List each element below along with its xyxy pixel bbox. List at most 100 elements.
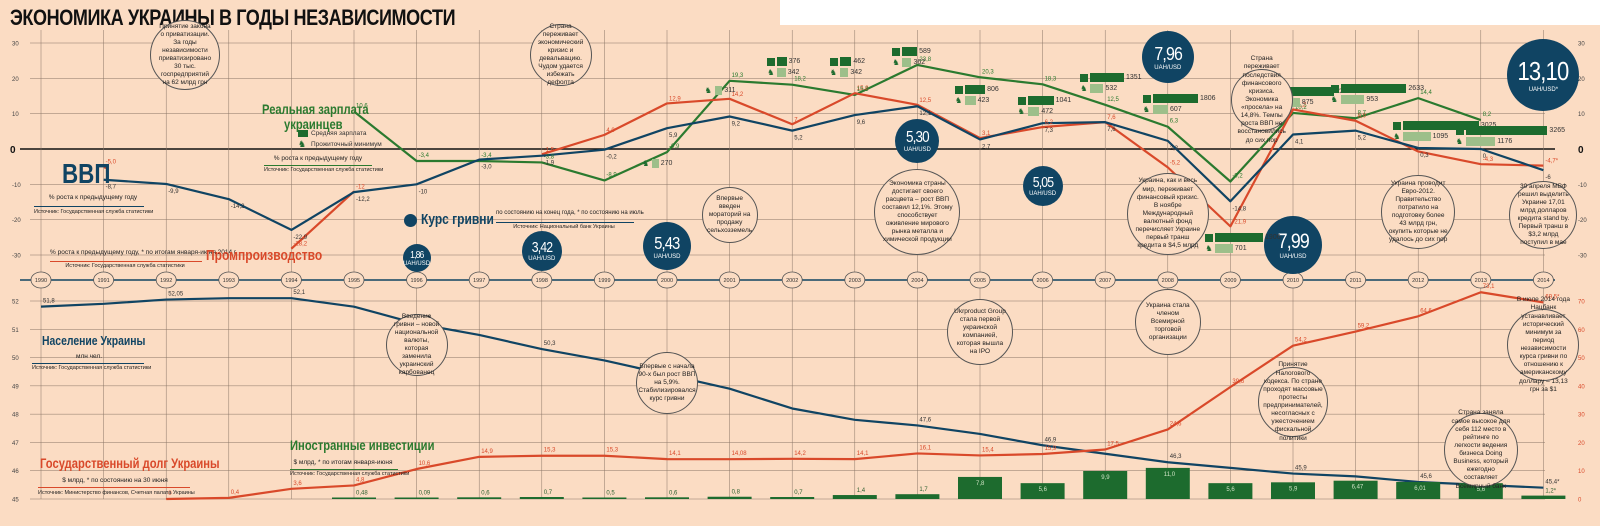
debt-rule bbox=[38, 487, 190, 488]
debt-value-label: 16,1 bbox=[919, 445, 931, 451]
min-wage-bar bbox=[965, 96, 976, 105]
debt-value-label: 15,9 bbox=[1045, 446, 1057, 452]
exchange-rate-value: 3,42 bbox=[531, 240, 553, 256]
investment-bar bbox=[1271, 482, 1315, 499]
investment-bar bbox=[519, 497, 564, 499]
wages-legend-avg: Средняя зарплата bbox=[298, 130, 367, 137]
wage-box: 1806 ♞ 607 bbox=[1142, 93, 1216, 115]
year-label: 1994 bbox=[285, 278, 297, 284]
investment-value-label: 0,7 bbox=[544, 490, 553, 496]
min-wage-bar bbox=[1027, 107, 1040, 116]
wage-box: 806 ♞ 423 bbox=[955, 84, 999, 106]
investment-bar bbox=[1145, 467, 1190, 499]
wallet-icon bbox=[1455, 126, 1464, 135]
industry-value-label: 8,0 bbox=[1358, 114, 1367, 120]
debt-y-tick: 20 bbox=[1578, 441, 1585, 447]
min-wage-bar bbox=[652, 159, 659, 168]
debt-title: Государственный долг Украины bbox=[40, 455, 220, 471]
event-note: Принятие Налогового кодекса. По стране п… bbox=[1258, 361, 1328, 442]
min-wage-bar bbox=[1215, 244, 1233, 253]
population-value-label: 46,3 bbox=[1170, 454, 1182, 460]
exchange-rate-badge: 13,10 UAH/USD* bbox=[1507, 39, 1580, 111]
industry-value-label: 12,9 bbox=[669, 96, 681, 102]
worker-icon: ♞ bbox=[829, 67, 837, 77]
wallet-icon bbox=[1017, 96, 1026, 105]
debt-value-label: 59,2 bbox=[1358, 324, 1370, 330]
worker-icon: ♞ bbox=[1330, 94, 1338, 104]
min-wage-value: 1095 bbox=[1432, 133, 1449, 140]
debt-value-label: 64,6 bbox=[1420, 308, 1432, 314]
investment-value-label: 6,47 bbox=[1352, 485, 1364, 491]
year-label: 2011 bbox=[1350, 278, 1362, 284]
gdp-value-label: 5,9 bbox=[669, 133, 678, 139]
industry-1991-dot bbox=[103, 164, 108, 169]
investment-value-label: 1,2* bbox=[1545, 489, 1556, 495]
year-label: 2003 bbox=[849, 278, 861, 284]
event-note: 30 апреля МВФ решил выделить Украине 17,… bbox=[1509, 181, 1578, 249]
exchange-rate-unit: UAH/USD bbox=[653, 253, 681, 260]
exchange-rate-unit: UAH/USD bbox=[1154, 65, 1182, 71]
exchange-rate-unit: UAH/USD* bbox=[1528, 86, 1559, 93]
industry-value-label: 7,6 bbox=[1107, 115, 1116, 121]
wage-value-label: -8,9 bbox=[606, 172, 617, 178]
min-wage-value: 875 bbox=[1301, 99, 1314, 106]
debt-value-label: 15,3 bbox=[544, 448, 556, 454]
currency-source: Источник: Национальный банк Украины bbox=[513, 224, 615, 230]
industry-value-label: -1,5 bbox=[544, 147, 555, 153]
worker-icon: ♞ bbox=[1080, 83, 1088, 93]
gdp-value-label: -9,9 bbox=[168, 189, 179, 195]
year-label: 2002 bbox=[786, 278, 798, 284]
population-value-label: 52,05 bbox=[168, 292, 184, 298]
year-marker bbox=[1157, 271, 1179, 289]
y-tick-left: 10 bbox=[12, 112, 19, 118]
debt-subtitle: $ млрд, * по состоянию на 30 июня bbox=[62, 477, 168, 484]
industry-value-label: -28,2 bbox=[293, 242, 307, 248]
wage-value-label: -9,2 bbox=[1232, 174, 1243, 180]
worker-icon: ♞ bbox=[1455, 136, 1463, 146]
industry-subtitle: % роста к предыдущему году, * по итогам … bbox=[50, 249, 238, 256]
y-tick-right: 30 bbox=[1578, 42, 1585, 48]
population-value-label: 52,1 bbox=[293, 290, 305, 296]
population-value-label: 45,6 bbox=[1420, 474, 1432, 480]
exchange-rate-value: 7,99 bbox=[1277, 230, 1309, 253]
gdp-value-label: 9,2 bbox=[732, 121, 741, 127]
min-wage-value: 423 bbox=[977, 97, 990, 104]
investment-rule bbox=[290, 469, 398, 470]
population-y-tick: 52 bbox=[12, 300, 19, 306]
year-label: 2012 bbox=[1412, 278, 1424, 284]
debt-value-label: 14,1 bbox=[669, 451, 681, 457]
wage-value-label: 6,3 bbox=[1170, 119, 1179, 125]
investment-bar bbox=[457, 497, 502, 499]
exchange-rate-unit: UAH/USD bbox=[903, 147, 931, 153]
avg-wage-value: 1041 bbox=[1055, 97, 1072, 104]
debt-value-label: 39,6 bbox=[1232, 379, 1244, 385]
year-label: 2005 bbox=[974, 278, 986, 284]
event-note: Впервые с начала 90-х был рост ВВП на 5,… bbox=[636, 352, 698, 414]
event-note: Ukrproduct Group стала первой украинской… bbox=[947, 299, 1013, 365]
wallet-icon bbox=[767, 57, 776, 66]
min-wage-bar bbox=[839, 68, 849, 77]
year-marker bbox=[1407, 271, 1429, 289]
year-marker bbox=[155, 271, 177, 289]
industry-source: Источник: Государственная служба статист… bbox=[65, 263, 185, 269]
year-label: 1993 bbox=[223, 278, 235, 284]
debt-y-tick: 50 bbox=[1578, 356, 1585, 362]
year-label: 1991 bbox=[97, 278, 109, 284]
year-marker bbox=[1220, 271, 1241, 289]
industry-value-label: -4,3 bbox=[1483, 157, 1494, 163]
y-tick-left: -10 bbox=[12, 183, 21, 189]
avg-wage-value: 1806 bbox=[1199, 95, 1216, 102]
avg-wage-bar bbox=[1090, 73, 1124, 82]
debt-value-label: 10,6 bbox=[419, 461, 431, 467]
population-y-tick: 47 bbox=[12, 441, 19, 447]
min-wage-label: Прожиточный минимум bbox=[311, 140, 382, 148]
exchange-rate-badge: 7,96 UAH/USD bbox=[1141, 31, 1194, 83]
min-wage-value: 701 bbox=[1234, 245, 1247, 252]
debt-value-label: 14,08 bbox=[732, 451, 748, 457]
wage-box: 1041 ♞ 472 bbox=[1017, 95, 1072, 117]
year-marker bbox=[844, 271, 866, 289]
gdp-title: ВВП bbox=[62, 158, 111, 189]
y-tick-right: 10 bbox=[1578, 112, 1585, 118]
population-y-tick: 49 bbox=[12, 384, 19, 390]
